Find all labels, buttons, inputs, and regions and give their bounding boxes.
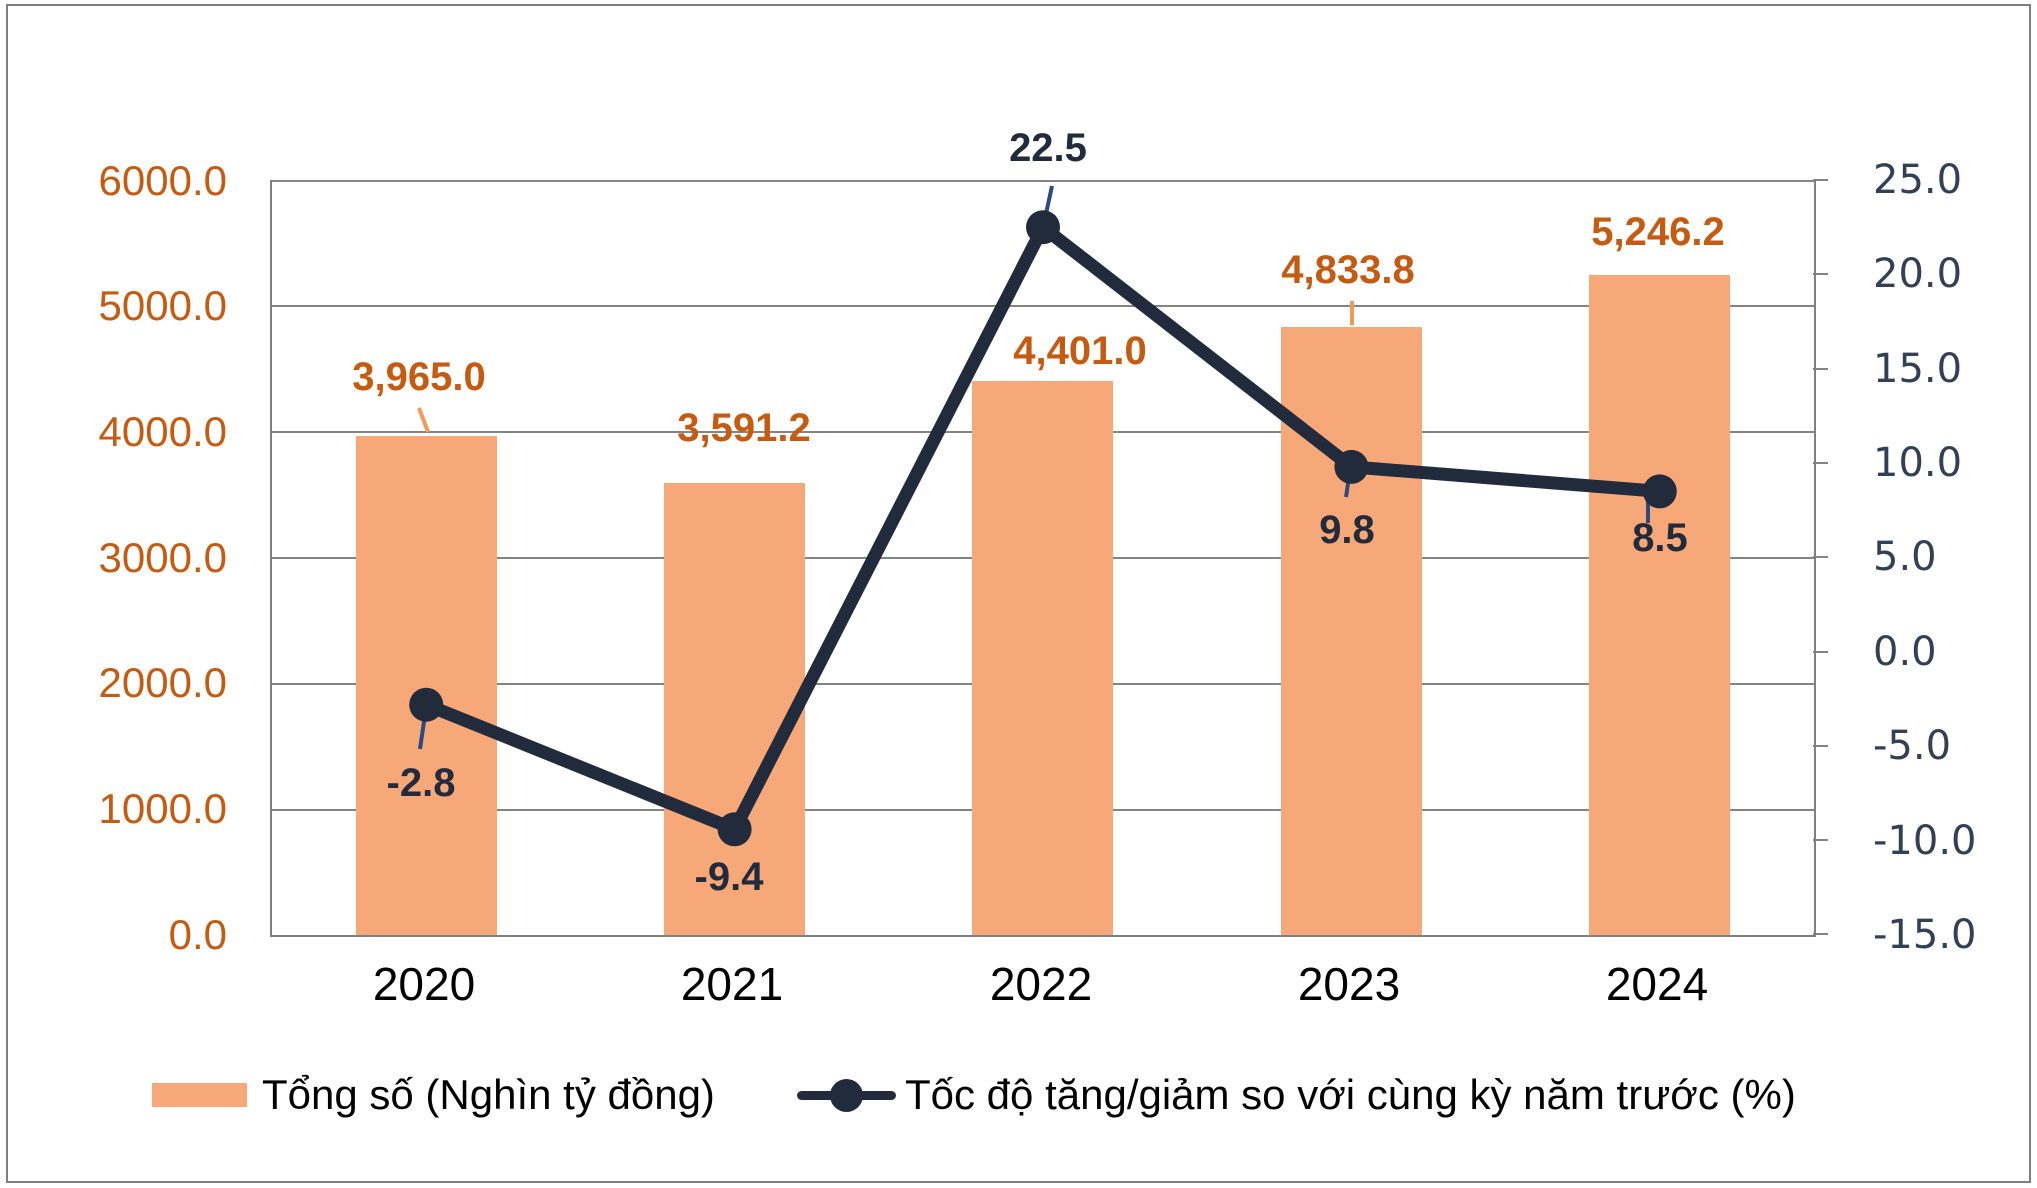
plot-area bbox=[270, 180, 1816, 937]
right-axis-tick bbox=[1813, 745, 1828, 747]
right-axis-tick-label: 15.0 bbox=[1873, 346, 1963, 392]
left-axis-tick-label: 4000.0 bbox=[98, 408, 227, 455]
right-axis-tick-label: 5.0 bbox=[1873, 534, 1937, 580]
line-value-label: 22.5 bbox=[1009, 126, 1087, 170]
x-axis-label: 2023 bbox=[1297, 958, 1401, 1010]
line-value-label: 9.8 bbox=[1319, 508, 1375, 552]
gridline bbox=[272, 180, 1814, 182]
bar-2021 bbox=[664, 483, 805, 935]
bar-2022 bbox=[972, 381, 1113, 935]
right-axis-tick bbox=[1813, 273, 1828, 275]
data-point-marker bbox=[1334, 449, 1369, 484]
left-axis-tick-label: 0.0 bbox=[168, 911, 227, 958]
left-axis-tick-label: 6000.0 bbox=[98, 157, 227, 204]
line-value-label: 8.5 bbox=[1632, 516, 1688, 560]
x-axis-label: 2022 bbox=[989, 958, 1093, 1010]
x-axis-label: 2020 bbox=[372, 958, 476, 1010]
right-axis-tick-label: 25.0 bbox=[1873, 157, 1963, 203]
legend-bar-label: Tổng số (Nghìn tỷ đồng) bbox=[262, 1071, 715, 1118]
right-axis-tick-label: -5.0 bbox=[1873, 723, 1952, 769]
left-axis-tick-label: 3000.0 bbox=[98, 534, 227, 581]
right-axis-tick bbox=[1813, 839, 1828, 841]
data-point-marker bbox=[1642, 474, 1677, 509]
right-axis-tick-label: -15.0 bbox=[1873, 912, 1977, 958]
bar-value-label: 4,833.8 bbox=[1281, 248, 1415, 292]
right-axis-tick-label: 20.0 bbox=[1873, 251, 1963, 297]
left-axis-tick-label: 5000.0 bbox=[98, 282, 227, 329]
line-value-label: -2.8 bbox=[386, 761, 456, 805]
left-axis-tick-label: 1000.0 bbox=[98, 785, 227, 832]
right-axis-tick bbox=[1813, 556, 1828, 558]
right-axis-tick bbox=[1813, 651, 1828, 653]
right-axis-tick bbox=[1813, 462, 1828, 464]
data-point-marker bbox=[717, 812, 752, 847]
line-value-label: -9.4 bbox=[694, 855, 764, 899]
bar-2020 bbox=[356, 436, 497, 935]
label-leader-line bbox=[417, 407, 430, 433]
outer-border bbox=[6, 4, 2031, 1183]
legend-line-dot bbox=[830, 1079, 863, 1112]
legend-line-label: Tốc độ tăng/giảm so với cùng kỳ năm trướ… bbox=[905, 1071, 1796, 1118]
left-axis-tick-label: 2000.0 bbox=[98, 659, 227, 706]
line-series bbox=[409, 185, 1677, 847]
gridline bbox=[272, 305, 1814, 307]
legend-bar-swatch bbox=[152, 1083, 247, 1107]
bar-value-label: 4,401.0 bbox=[1013, 329, 1147, 373]
right-axis-tick-label: 10.0 bbox=[1873, 440, 1963, 486]
right-axis-tick-label: 0.0 bbox=[1873, 629, 1937, 675]
bar-2024 bbox=[1589, 275, 1730, 935]
bar-value-label: 5,246.2 bbox=[1591, 210, 1725, 254]
bar-value-label: 3,965.0 bbox=[352, 355, 486, 399]
x-axis-label: 2024 bbox=[1605, 958, 1709, 1010]
data-point-marker bbox=[1026, 210, 1060, 245]
right-axis-tick-label: -10.0 bbox=[1873, 818, 1977, 864]
data-point-marker bbox=[409, 687, 444, 722]
bar-value-label: 3,591.2 bbox=[677, 406, 811, 450]
right-axis-tick bbox=[1813, 368, 1828, 370]
x-axis-label: 2021 bbox=[680, 958, 784, 1010]
right-axis-tick bbox=[1813, 179, 1828, 181]
right-axis-tick bbox=[1813, 933, 1828, 935]
